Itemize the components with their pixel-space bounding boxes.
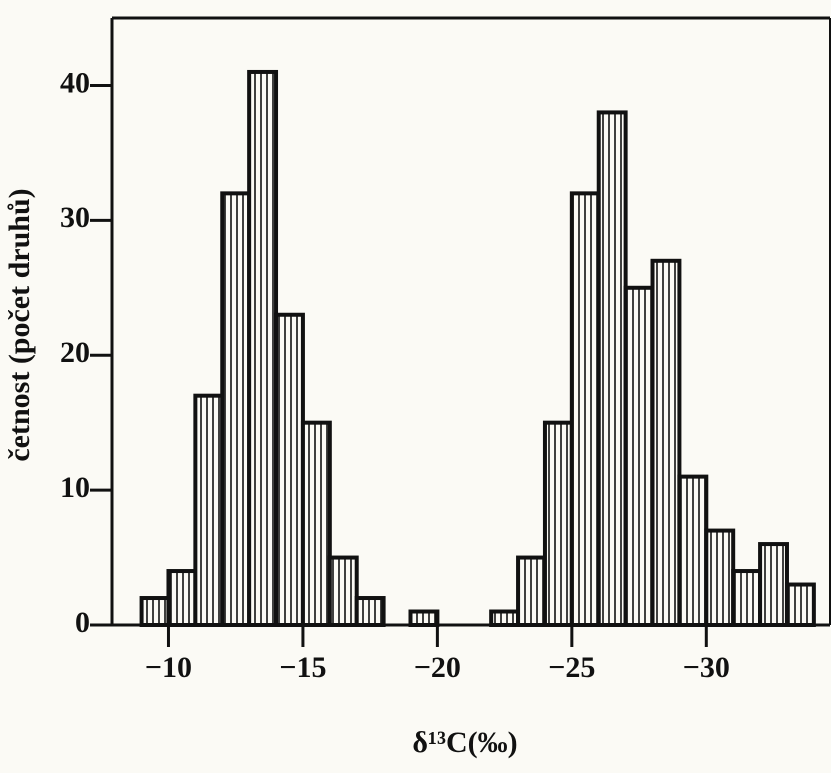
bar — [731, 569, 763, 627]
bar — [139, 596, 171, 627]
bar — [247, 69, 279, 627]
bar — [542, 420, 574, 627]
bar — [354, 596, 386, 627]
bar — [408, 609, 440, 627]
bar — [623, 285, 655, 627]
bar — [220, 191, 252, 627]
x-tick-label: −10 — [145, 651, 192, 684]
bar — [784, 582, 816, 627]
y-tick-label: 10 — [60, 471, 90, 504]
bar — [596, 110, 628, 627]
y-tick-label: 20 — [60, 336, 90, 369]
bar — [758, 542, 789, 627]
bar — [516, 555, 547, 627]
bar — [650, 258, 682, 627]
y-tick-label: 0 — [75, 606, 90, 639]
bar — [569, 191, 601, 627]
bar — [274, 312, 305, 627]
y-axis-label: četnost (počet druhů) — [3, 188, 36, 461]
x-tick-label: −30 — [683, 651, 730, 684]
bar — [300, 420, 332, 627]
bar — [704, 528, 736, 627]
bar — [677, 474, 709, 627]
bar — [193, 393, 225, 628]
bar — [327, 555, 359, 627]
x-tick-label: −25 — [548, 651, 595, 684]
x-axis-label: δ¹³C(‰) — [412, 726, 517, 759]
y-tick-label: 40 — [60, 66, 90, 99]
bar — [489, 609, 521, 627]
x-tick-label: −15 — [279, 651, 326, 684]
y-tick-label: 30 — [60, 201, 90, 234]
x-tick-label: −20 — [414, 651, 461, 684]
bar — [166, 569, 198, 627]
